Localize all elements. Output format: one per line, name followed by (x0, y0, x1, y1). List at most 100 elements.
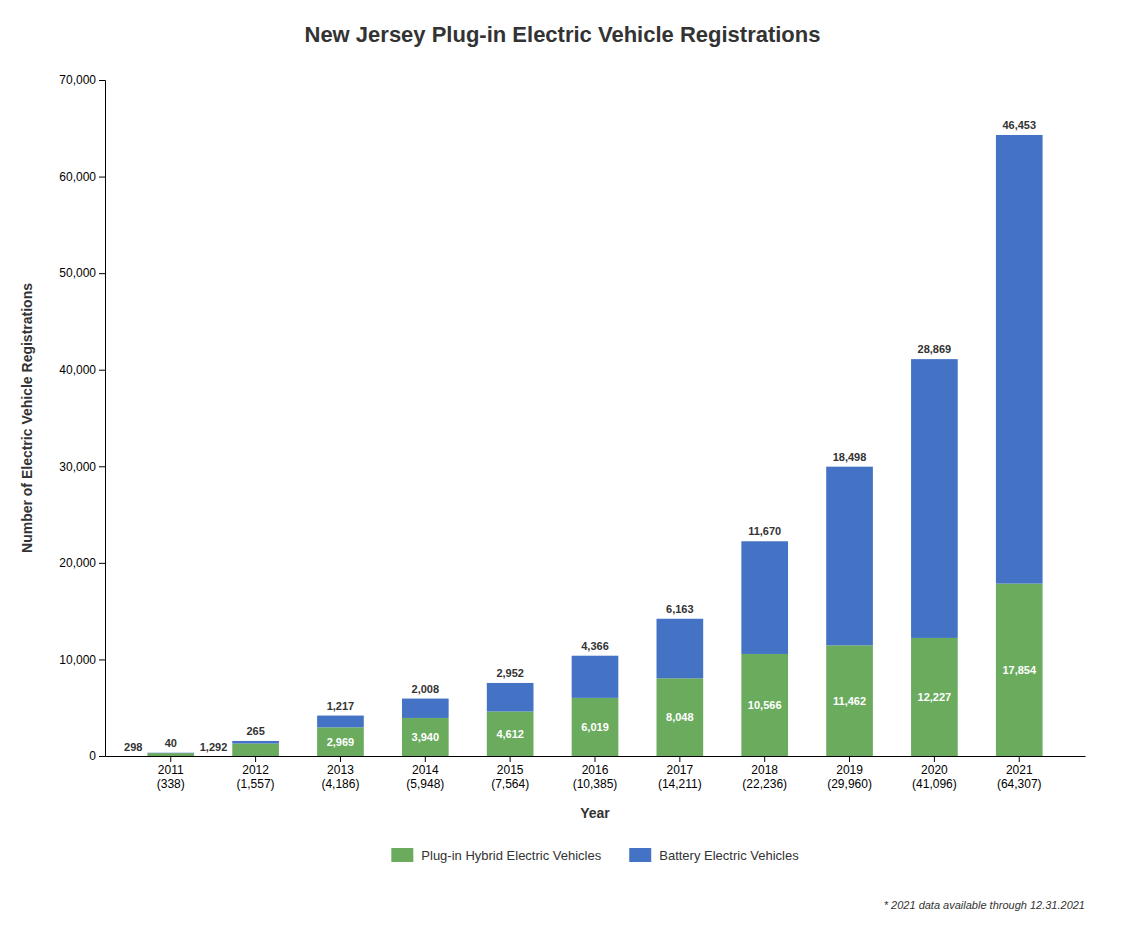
bar-segment (317, 716, 364, 728)
x-tick-mark (934, 756, 935, 762)
x-tick-mark (764, 756, 765, 762)
y-tick-label: 40,000 (59, 363, 96, 377)
bar-segment (572, 698, 619, 756)
y-tick: 70,000 (59, 73, 105, 87)
x-axis-title: Year (580, 805, 610, 821)
x-tick-label-line: 2018 (751, 763, 778, 777)
x-tick-label-line: (5,948) (406, 777, 444, 791)
y-tick-mark (99, 177, 105, 178)
bar-segment (826, 467, 873, 646)
x-tick-mark (170, 756, 171, 762)
bar-segment (911, 638, 958, 756)
y-tick-label: 30,000 (59, 460, 96, 474)
chart-title: New Jersey Plug-in Electric Vehicle Regi… (305, 22, 821, 47)
y-tick-mark (99, 659, 105, 660)
y-tick-mark (99, 756, 105, 757)
x-tick-label-line: 2016 (582, 763, 609, 777)
y-tick-mark (99, 273, 105, 274)
x-tick-mark (340, 756, 341, 762)
x-tick-label: 2016(10,385) (573, 763, 618, 791)
legend-item: Plug-in Hybrid Electric Vehicles (391, 848, 601, 863)
x-tick-label: 2020(41,096) (912, 763, 957, 791)
y-tick-label: 50,000 (59, 266, 96, 280)
x-tick: 2012(1,557) (237, 756, 275, 791)
y-tick-label: 60,000 (59, 170, 96, 184)
x-tick-label-line: 2012 (242, 763, 269, 777)
data-label: 11,462 (833, 695, 866, 707)
data-label: 40 (165, 737, 177, 749)
x-tick-label-line: (41,096) (912, 777, 957, 791)
y-tick-label: 10,000 (59, 653, 96, 667)
bar-segment (657, 619, 704, 679)
data-label: 17,854 (1002, 664, 1037, 676)
y-tick: 0 (89, 749, 105, 763)
bar-segment (996, 135, 1043, 584)
x-tick-label: 2013(4,186) (321, 763, 359, 791)
bar-segment (572, 656, 619, 698)
bar-segment (317, 727, 364, 756)
bar-series (147, 135, 1042, 753)
data-label: 2,008 (412, 683, 440, 695)
x-tick-mark (595, 756, 596, 762)
y-axis-line (99, 81, 106, 757)
data-label: 3,940 (412, 731, 440, 743)
x-tick-label: 2012(1,557) (237, 763, 275, 791)
x-tick-label-line: 2020 (921, 763, 948, 777)
x-tick-label-line: (14,211) (658, 777, 702, 791)
x-tick: 2019(29,960) (827, 756, 872, 791)
x-tick-mark (1019, 756, 1020, 762)
x-tick-label-line: (10,385) (573, 777, 618, 791)
bar-segment (232, 744, 279, 756)
data-label: 46,453 (1002, 119, 1036, 131)
data-label: 1,217 (327, 700, 355, 712)
y-tick: 50,000 (59, 266, 105, 280)
x-tick-label-line: (64,307) (997, 777, 1042, 791)
bar-segment (826, 645, 873, 756)
x-tick-label-line: (4,186) (321, 777, 359, 791)
legend-swatch (629, 848, 651, 862)
legend: Plug-in Hybrid Electric Vehicles Battery … (391, 848, 799, 863)
x-tick-label: 2019(29,960) (827, 763, 872, 791)
bar-segment (402, 699, 449, 718)
y-tick-label: 0 (89, 749, 96, 763)
x-tick: 2014(5,948) (406, 756, 444, 791)
bar-series (147, 584, 1042, 756)
y-tick: 40,000 (59, 363, 105, 377)
legend-swatch (391, 848, 413, 862)
y-tick-label: 70,000 (59, 73, 96, 87)
bar-segment (996, 584, 1043, 756)
bar-segment (487, 711, 534, 756)
chart-svg: New Jersey Plug-in Electric Vehicle Regi… (0, 0, 1125, 931)
data-labels: 2981,2922,9693,9404,6126,0198,04810,5661… (124, 119, 1037, 753)
y-tick: 60,000 (59, 170, 105, 184)
y-tick-mark (99, 370, 105, 371)
x-tick-label-line: 2014 (412, 763, 439, 777)
x-tick-label-line: (29,960) (827, 777, 872, 791)
y-axis: 0 10,000 20,000 30,000 40,000 50,000 60,000 70,… (59, 73, 105, 763)
y-tick-label: 20,000 (59, 556, 96, 570)
bar-segment (402, 718, 449, 756)
legend-label: Plug-in Hybrid Electric Vehicles (421, 848, 601, 863)
chart-container: New Jersey Plug-in Electric Vehicle Regi… (0, 0, 1125, 931)
x-tick-label: 2014(5,948) (406, 763, 444, 791)
data-label: 11,670 (748, 525, 781, 537)
x-tick-label-line: 2015 (497, 763, 524, 777)
x-tick-label-line: (338) (157, 777, 185, 791)
x-axis: 2011(338)2012(1,557)2013(4,186)2014(5,94… (106, 756, 1086, 791)
x-tick-label-line: 2019 (836, 763, 863, 777)
x-tick-label-line: (7,564) (491, 777, 529, 791)
x-tick: 2013(4,186) (321, 756, 359, 791)
x-tick: 2018(22,236) (742, 756, 787, 791)
x-tick-label: 2017(14,211) (658, 763, 702, 791)
data-label: 6,163 (666, 603, 694, 615)
x-tick-label: 2021(64,307) (997, 763, 1042, 791)
x-tick-label-line: (22,236) (742, 777, 787, 791)
x-tick-label-line: 2013 (327, 763, 354, 777)
data-label: 265 (246, 725, 264, 737)
y-tick-mark (99, 80, 105, 81)
bar-segment (741, 541, 788, 654)
y-tick: 20,000 (59, 556, 105, 570)
legend-item: Battery Electric Vehicles (629, 848, 799, 863)
bar-segment (487, 683, 534, 712)
bar-segment (147, 753, 194, 756)
